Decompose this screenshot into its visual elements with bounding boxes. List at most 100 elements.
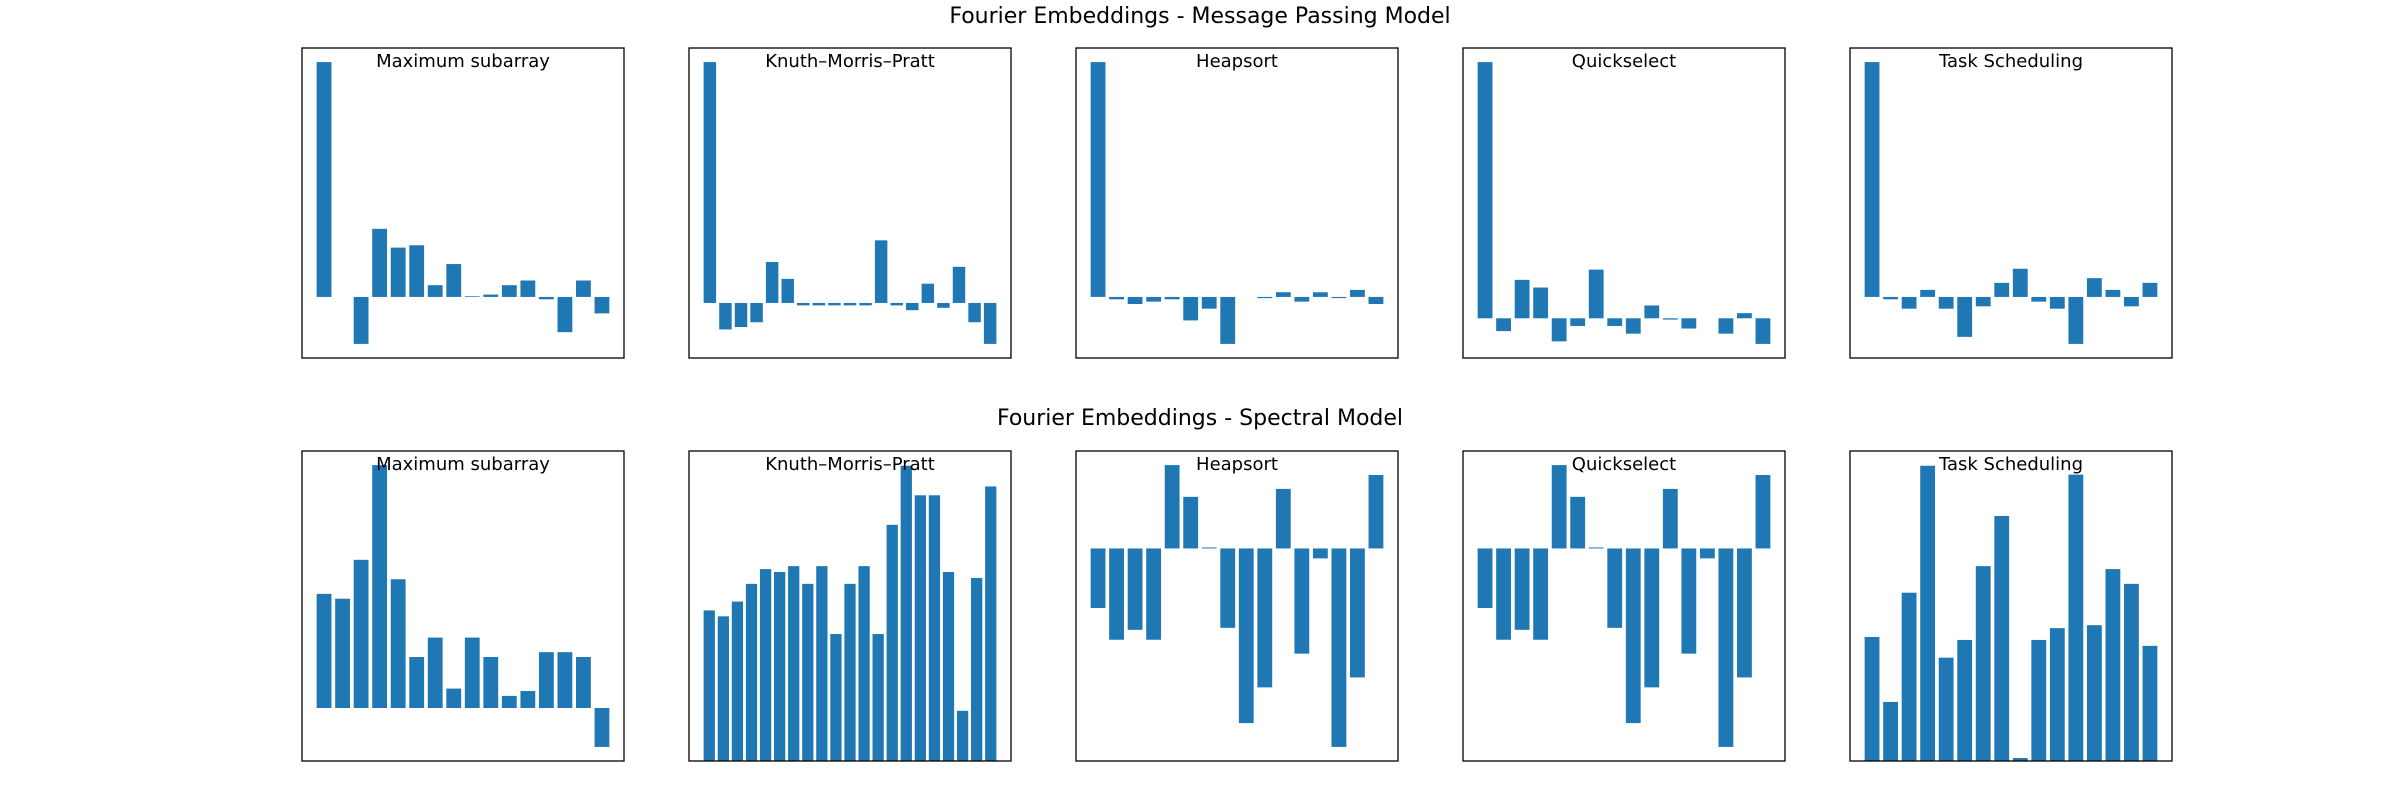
bar [802,583,814,761]
bar [956,710,969,761]
bar [2124,583,2139,761]
bar [1883,701,1898,761]
bar [1975,296,1991,307]
bar [538,652,554,709]
bar [844,583,856,761]
subplot-title: Maximum subarray [376,454,550,475]
bar [703,610,715,761]
bar [409,657,425,709]
bar [1238,548,1254,724]
bar [1350,289,1365,297]
bar [1275,292,1291,297]
subplot-title: Heapsort [1196,454,1278,475]
bar [1109,296,1124,300]
bar [830,634,842,761]
bar [1901,592,1917,761]
bar [914,495,926,761]
axes-frame [1849,47,2173,359]
bar [1699,548,1715,559]
bar [900,465,912,761]
bar [1127,296,1143,304]
bar [1570,318,1586,326]
bar [1220,548,1236,628]
bar [1109,548,1124,640]
bar [390,247,406,297]
bar [464,296,480,297]
bar [816,566,828,761]
bar [759,569,772,761]
bar [446,264,462,297]
subplot-title: Task Scheduling [1938,51,2083,72]
bar [1331,296,1347,299]
bar [2031,639,2047,761]
bar [703,62,717,303]
bar [719,302,732,330]
bar [2105,569,2121,761]
bar [1090,548,1106,608]
bar [1737,548,1752,678]
bar [2124,296,2139,307]
bar [1938,296,1954,309]
bar [968,302,981,323]
bar [1164,296,1180,300]
bar [1514,548,1530,630]
bar [921,283,935,303]
bar [1662,318,1678,320]
bar [594,296,610,314]
bar [427,637,443,709]
bar [372,465,388,709]
bar [843,302,857,306]
bar [717,616,729,761]
bar [765,262,779,303]
bar [1533,287,1549,319]
bar [886,524,898,761]
bar [1201,296,1217,309]
bar [1183,496,1199,549]
bar [1496,548,1511,640]
bar [1477,62,1493,319]
bar [734,302,748,328]
bar [1368,296,1384,304]
axes-frame [1849,450,2173,762]
bar [409,245,425,297]
subplot-title: Knuth–Morris–Pratt [765,454,935,475]
bar [812,302,826,306]
bar [1368,475,1384,549]
subplot-title: Quickselect [1572,51,1676,72]
bar [427,285,443,297]
subplot-title: Quickselect [1572,454,1676,475]
bar [2068,296,2084,344]
bar [1275,488,1291,549]
bar [464,637,480,709]
bar [1294,296,1310,302]
bar [859,302,872,306]
bar [2086,625,2102,761]
bar [594,708,610,747]
bar [316,593,332,709]
bar [1901,296,1917,309]
bar [971,577,983,761]
axes-frame [301,47,625,359]
bar [1551,465,1567,549]
bar [353,559,369,709]
bar [1718,318,1734,334]
bar [353,296,369,344]
bar [1957,296,1973,337]
bar [1127,548,1143,630]
bar [557,652,573,709]
axes-frame [1075,450,1399,762]
bar [1625,548,1641,724]
bar [2142,282,2158,297]
bar [446,688,462,709]
bar [1737,313,1752,319]
bar [2142,645,2158,761]
bar [2068,474,2084,761]
subplot-title: Task Scheduling [1938,454,2083,475]
bar [928,495,941,761]
bar [1957,639,1973,761]
bar [1514,279,1530,319]
bar [890,302,903,306]
bar [1644,305,1660,319]
bar [1312,548,1328,559]
